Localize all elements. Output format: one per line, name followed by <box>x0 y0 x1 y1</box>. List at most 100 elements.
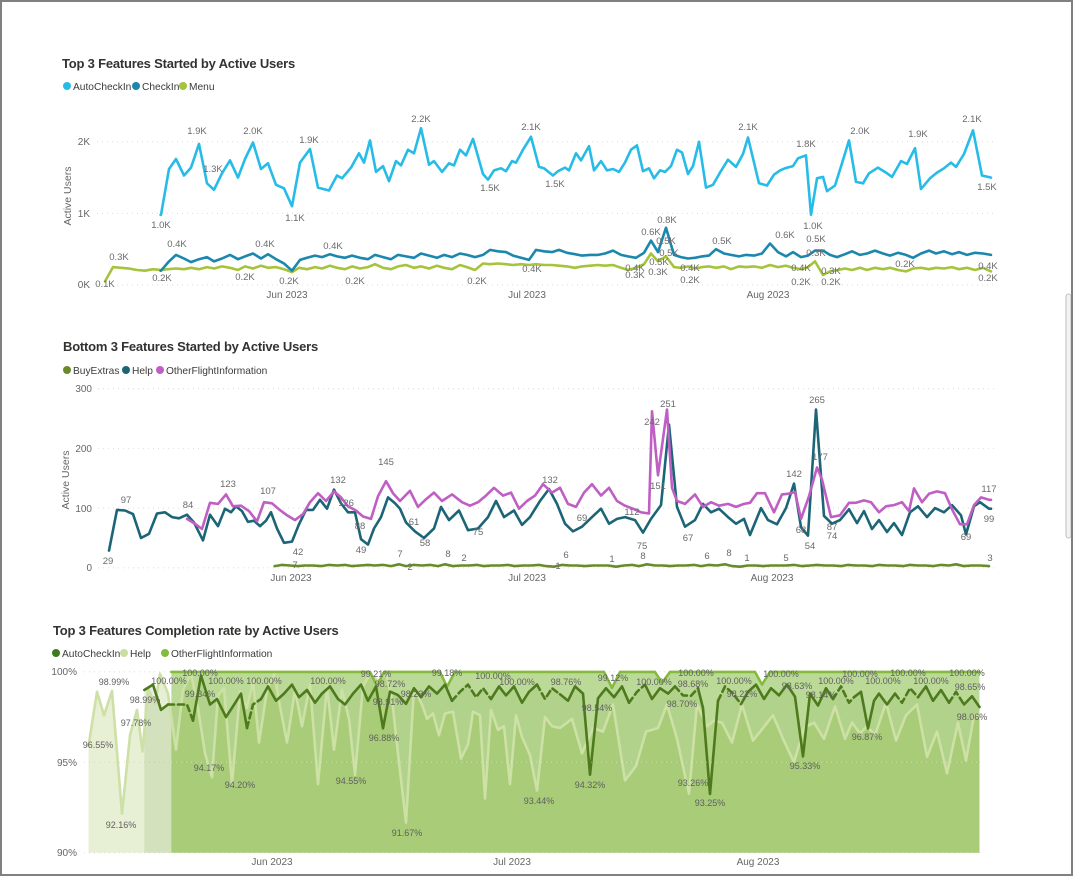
svg-text:98.65%: 98.65% <box>955 682 986 692</box>
svg-text:0.5K: 0.5K <box>656 236 676 247</box>
svg-text:0.4K: 0.4K <box>323 241 343 252</box>
svg-text:100.00%: 100.00% <box>151 676 187 686</box>
svg-text:98.14%: 98.14% <box>806 690 837 700</box>
svg-text:0.2K: 0.2K <box>235 272 255 283</box>
svg-text:300: 300 <box>75 384 92 395</box>
svg-text:100%: 100% <box>51 667 77 678</box>
svg-text:98.99%: 98.99% <box>99 677 130 687</box>
svg-text:1.3K: 1.3K <box>203 164 223 175</box>
svg-text:93.26%: 93.26% <box>678 778 709 788</box>
svg-text:6: 6 <box>563 550 568 561</box>
svg-text:2: 2 <box>461 553 466 564</box>
svg-text:0.4K: 0.4K <box>791 263 811 274</box>
svg-text:8: 8 <box>726 548 731 559</box>
svg-text:Jun 2023: Jun 2023 <box>266 290 308 301</box>
svg-text:Active Users: Active Users <box>60 451 72 510</box>
svg-text:88: 88 <box>355 521 366 532</box>
svg-text:1: 1 <box>555 561 560 572</box>
svg-text:Help: Help <box>130 649 151 660</box>
svg-text:2.1K: 2.1K <box>738 122 758 133</box>
svg-text:Jun 2023: Jun 2023 <box>270 573 312 584</box>
svg-text:61: 61 <box>409 517 420 528</box>
svg-text:100.00%: 100.00% <box>865 676 901 686</box>
svg-text:100.00%: 100.00% <box>913 676 949 686</box>
svg-text:100.00%: 100.00% <box>949 668 985 678</box>
svg-text:98.22%: 98.22% <box>727 689 758 699</box>
svg-text:145: 145 <box>378 457 394 468</box>
svg-text:95%: 95% <box>57 758 77 769</box>
svg-text:AutoCheckIn: AutoCheckIn <box>62 649 120 660</box>
svg-text:96.55%: 96.55% <box>83 740 114 750</box>
svg-text:2.1K: 2.1K <box>521 122 541 133</box>
svg-text:93.44%: 93.44% <box>524 796 555 806</box>
svg-text:Top 3 Features Started by Acti: Top 3 Features Started by Active Users <box>62 56 295 71</box>
svg-text:95.33%: 95.33% <box>790 761 821 771</box>
svg-text:1K: 1K <box>78 209 91 220</box>
svg-text:90%: 90% <box>57 848 77 859</box>
svg-text:99.18%: 99.18% <box>432 668 463 678</box>
svg-text:84: 84 <box>183 500 194 511</box>
svg-text:Bottom 3 Features Started by A: Bottom 3 Features Started by Active User… <box>63 339 318 354</box>
svg-text:117: 117 <box>981 484 996 495</box>
svg-text:0.2K: 0.2K <box>467 276 487 287</box>
svg-text:Jun 2023: Jun 2023 <box>251 857 293 868</box>
svg-text:0.4K: 0.4K <box>255 239 275 250</box>
svg-text:0.4K: 0.4K <box>167 239 187 250</box>
svg-text:1.9K: 1.9K <box>908 129 928 140</box>
svg-text:2.0K: 2.0K <box>850 126 870 137</box>
svg-text:100.00%: 100.00% <box>716 676 752 686</box>
svg-text:0.2K: 0.2K <box>680 275 700 286</box>
svg-text:107: 107 <box>260 486 276 497</box>
svg-text:5: 5 <box>783 553 788 564</box>
svg-text:91.67%: 91.67% <box>392 828 423 838</box>
svg-text:87: 87 <box>827 522 838 533</box>
svg-text:2: 2 <box>407 562 412 573</box>
svg-text:94.32%: 94.32% <box>575 780 606 790</box>
svg-text:1.9K: 1.9K <box>187 126 207 137</box>
svg-text:251: 251 <box>660 399 676 410</box>
svg-text:Jul 2023: Jul 2023 <box>508 573 546 584</box>
svg-text:2.1K: 2.1K <box>962 114 982 125</box>
svg-text:7: 7 <box>292 560 297 571</box>
svg-text:132: 132 <box>542 475 558 486</box>
svg-text:OtherFlightInformation: OtherFlightInformation <box>166 366 267 377</box>
svg-text:93.25%: 93.25% <box>695 798 726 808</box>
svg-text:7: 7 <box>397 549 402 560</box>
svg-text:126: 126 <box>338 498 354 509</box>
svg-text:0.2K: 0.2K <box>152 273 172 284</box>
svg-text:142: 142 <box>786 469 802 480</box>
svg-text:1.9K: 1.9K <box>299 135 319 146</box>
svg-text:100.00%: 100.00% <box>499 677 535 687</box>
svg-text:0.3K: 0.3K <box>648 267 668 278</box>
svg-text:3: 3 <box>987 553 992 564</box>
svg-text:75: 75 <box>637 541 648 552</box>
svg-text:0: 0 <box>86 563 92 574</box>
svg-text:99.34%: 99.34% <box>185 689 216 699</box>
svg-text:0.5K: 0.5K <box>649 257 669 268</box>
svg-text:Menu: Menu <box>189 82 214 93</box>
svg-text:1.1K: 1.1K <box>285 213 305 224</box>
svg-text:58: 58 <box>420 538 431 549</box>
svg-text:0.2K: 0.2K <box>279 276 299 287</box>
svg-text:2K: 2K <box>78 137 91 148</box>
svg-text:94.17%: 94.17% <box>194 763 225 773</box>
svg-text:CheckIn: CheckIn <box>142 82 179 93</box>
svg-text:8: 8 <box>445 549 450 560</box>
svg-text:69: 69 <box>577 513 588 524</box>
svg-text:0.2K: 0.2K <box>791 277 811 288</box>
svg-text:0.2K: 0.2K <box>821 277 841 288</box>
svg-text:100.00%: 100.00% <box>208 676 244 686</box>
svg-text:74: 74 <box>827 531 838 542</box>
svg-text:75: 75 <box>473 527 484 538</box>
svg-text:0.8K: 0.8K <box>657 215 677 226</box>
svg-text:0.3K: 0.3K <box>806 248 826 259</box>
svg-text:97.78%: 97.78% <box>121 718 152 728</box>
svg-text:67: 67 <box>683 533 694 544</box>
svg-text:1: 1 <box>609 554 614 565</box>
svg-text:98.72%: 98.72% <box>375 679 406 689</box>
svg-text:96.87%: 96.87% <box>852 732 883 742</box>
svg-text:98.23%: 98.23% <box>401 689 432 699</box>
svg-text:0.4K: 0.4K <box>680 263 700 274</box>
svg-text:Jul 2023: Jul 2023 <box>508 290 546 301</box>
svg-text:177: 177 <box>812 452 828 463</box>
